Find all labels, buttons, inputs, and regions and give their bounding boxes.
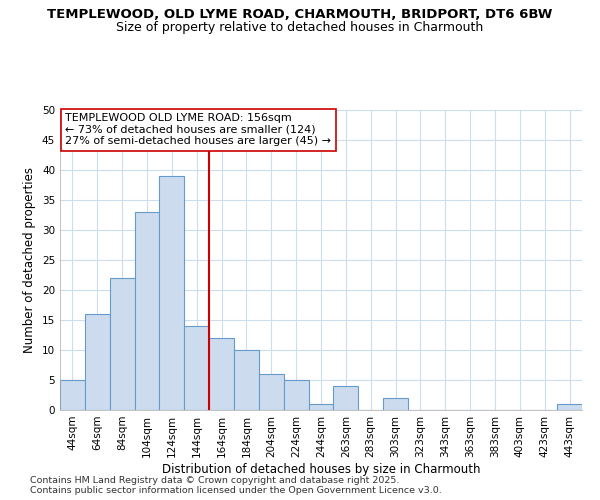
Text: Size of property relative to detached houses in Charmouth: Size of property relative to detached ho… (116, 21, 484, 34)
X-axis label: Distribution of detached houses by size in Charmouth: Distribution of detached houses by size … (162, 462, 480, 475)
Bar (60, 380, 85, 410)
Bar (334, 386, 358, 410)
Text: TEMPLEWOOD OLD LYME ROAD: 156sqm
← 73% of detached houses are smaller (124)
27% : TEMPLEWOOD OLD LYME ROAD: 156sqm ← 73% o… (65, 113, 331, 146)
Y-axis label: Number of detached properties: Number of detached properties (23, 167, 37, 353)
Bar (110, 278, 134, 410)
Bar (184, 326, 209, 410)
Bar (234, 350, 259, 410)
Bar (259, 374, 284, 410)
Bar (160, 176, 184, 410)
Bar (557, 404, 582, 410)
Bar (383, 398, 408, 410)
Bar (284, 380, 308, 410)
Bar (308, 404, 334, 410)
Text: TEMPLEWOOD, OLD LYME ROAD, CHARMOUTH, BRIDPORT, DT6 6BW: TEMPLEWOOD, OLD LYME ROAD, CHARMOUTH, BR… (47, 8, 553, 20)
Bar (134, 212, 160, 410)
Bar (209, 338, 234, 410)
Text: Contains HM Land Registry data © Crown copyright and database right 2025.
Contai: Contains HM Land Registry data © Crown c… (30, 476, 442, 495)
Bar (85, 314, 110, 410)
